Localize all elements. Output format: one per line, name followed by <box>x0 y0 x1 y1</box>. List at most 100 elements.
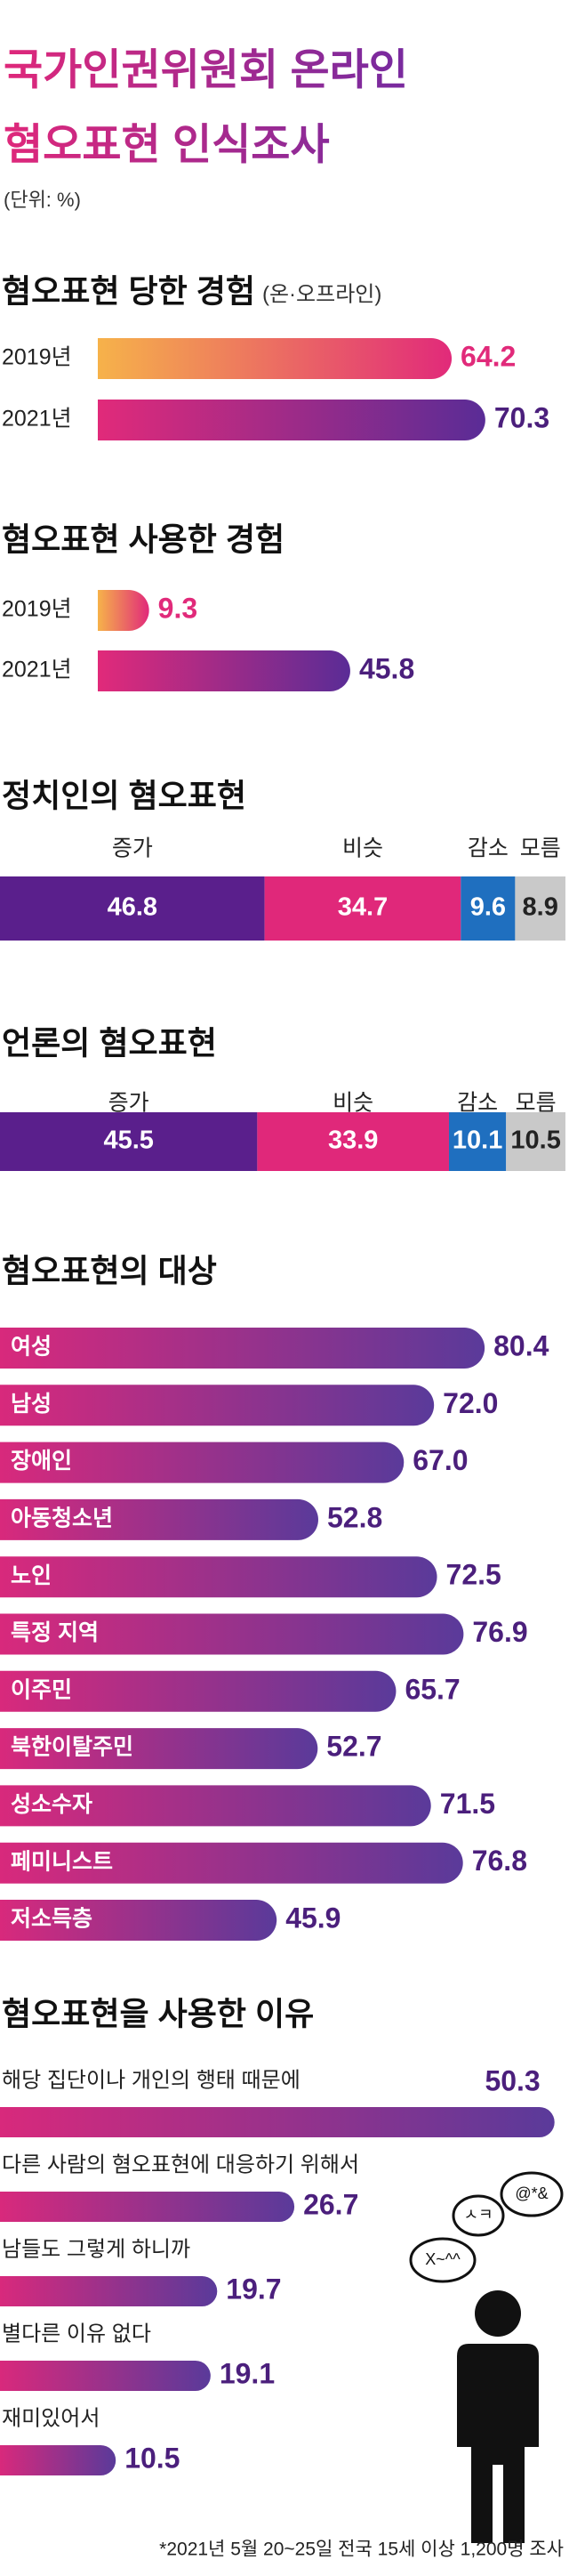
value-label: 9.3 <box>158 592 197 624</box>
value-label: 45.9 <box>285 1902 341 1934</box>
category-label: 다른 사람의 혐오표현에 대응하기 위해서 <box>2 2152 359 2176</box>
legend-label: 감소 <box>457 1091 498 1116</box>
chart-title: 언론의 혐오표현 <box>2 1025 217 1062</box>
category-label: 해당 집단이나 개인의 행태 때문에 <box>2 2068 301 2092</box>
category-label: 이주민 <box>11 1677 72 1702</box>
legend-label: 비슷 <box>342 836 383 861</box>
bar <box>0 1328 485 1369</box>
bar <box>0 2361 211 2391</box>
bar <box>0 1441 405 1483</box>
segment-value: 10.5 <box>510 1126 560 1155</box>
bar <box>98 590 149 631</box>
bar <box>0 2107 555 2137</box>
category-label: 여성 <box>11 1335 52 1360</box>
segment-value: 46.8 <box>108 893 157 922</box>
value-label: 45.8 <box>359 652 414 684</box>
value-label: 10.5 <box>124 2442 180 2474</box>
category-label: 노인 <box>11 1563 52 1588</box>
bar-segment <box>257 1112 449 1171</box>
category-label: 저소득층 <box>11 1907 92 1932</box>
category-label: 남들도 그렇게 하니까 <box>2 2237 190 2261</box>
value-label: 52.8 <box>327 1501 382 1533</box>
value-label: 19.7 <box>226 2273 281 2305</box>
legend-label: 감소 <box>468 836 509 861</box>
chart-title: 혐오표현 당한 경험 <box>2 273 255 310</box>
category-label: 페미니스트 <box>11 1849 113 1874</box>
main-title: 국가인권위원회 온라인 <box>4 47 408 94</box>
category-label: 성소수자 <box>11 1792 92 1817</box>
legend-label: 비슷 <box>333 1091 373 1116</box>
segment-value: 10.1 <box>453 1126 502 1155</box>
bar-segment <box>506 1112 565 1171</box>
segment-value: 34.7 <box>338 893 388 922</box>
category-label: 북한이탈주민 <box>11 1735 133 1760</box>
bar <box>0 1728 318 1770</box>
value-label: 52.7 <box>326 1731 381 1763</box>
value-label: 71.5 <box>440 1788 495 1820</box>
value-label: 80.4 <box>493 1329 549 1361</box>
chart-subtitle: (온·오프라인) <box>262 282 381 306</box>
bar-segment <box>461 876 516 941</box>
bubble-text: X~^^ <box>425 2250 461 2268</box>
bar <box>0 1385 435 1426</box>
value-label: 70.3 <box>494 401 549 433</box>
bubble-text: @*& <box>515 2184 548 2202</box>
bar-segment <box>264 876 461 941</box>
main-title: 혐오표현 인식조사 <box>4 122 330 169</box>
bar <box>98 400 485 441</box>
value-label: 67.0 <box>413 1444 468 1476</box>
bar <box>0 1900 277 1941</box>
value-label: 50.3 <box>485 2064 540 2096</box>
category-label: 2021년 <box>2 407 72 432</box>
bar-segment <box>515 876 565 941</box>
footnote: *2021년 5월 20~25일 전국 15세 이상 1,200명 조사 <box>159 2540 564 2560</box>
bar-segment <box>448 1112 507 1171</box>
category-label: 재미있어서 <box>2 2406 100 2430</box>
bar <box>0 2276 218 2306</box>
legend-label: 증가 <box>108 1091 149 1116</box>
segment-value: 9.6 <box>470 893 506 922</box>
value-label: 19.1 <box>220 2357 275 2389</box>
category-label: 남성 <box>11 1392 52 1417</box>
bar-segment <box>0 876 265 941</box>
bar <box>0 1613 464 1655</box>
bar <box>0 2192 295 2222</box>
person-icon <box>409 2171 564 2543</box>
segment-value: 45.5 <box>103 1126 153 1155</box>
bar <box>0 1842 463 1884</box>
legend-label: 증가 <box>112 836 153 861</box>
category-label: 2021년 <box>2 658 72 682</box>
value-label: 76.8 <box>472 1845 527 1877</box>
bar-segment <box>0 1112 258 1171</box>
legend-label: 모름 <box>516 1091 557 1116</box>
bar <box>0 1785 431 1827</box>
bubble-text: ㅅㅋ <box>463 2206 493 2224</box>
value-label: 26.7 <box>303 2188 358 2220</box>
category-label: 장애인 <box>11 1449 72 1474</box>
category-label: 특정 지역 <box>11 1620 99 1645</box>
value-label: 65.7 <box>405 1673 460 1705</box>
value-label: 72.5 <box>446 1559 501 1591</box>
chart-title: 혐오표현을 사용한 이유 <box>2 1996 314 2032</box>
segment-value: 8.9 <box>523 893 558 922</box>
category-label: 2019년 <box>2 345 72 370</box>
segment-value: 33.9 <box>328 1126 378 1155</box>
value-label: 76.9 <box>472 1616 527 1648</box>
value-label: 64.2 <box>461 340 516 372</box>
chart-title: 혐오표현의 대상 <box>2 1253 217 1289</box>
unit-note: (단위: %) <box>4 189 81 211</box>
bar <box>98 338 453 379</box>
bar <box>0 2445 116 2475</box>
category-label: 아동청소년 <box>11 1506 113 1531</box>
bar <box>0 1498 318 1540</box>
chart-title: 혐오표현 사용한 경험 <box>2 521 284 558</box>
chart-title: 정치인의 혐오표현 <box>2 778 246 814</box>
category-label: 별다른 이유 없다 <box>2 2322 151 2346</box>
bar <box>98 650 350 691</box>
category-label: 2019년 <box>2 597 72 622</box>
bar <box>0 1670 397 1712</box>
value-label: 72.0 <box>443 1387 498 1419</box>
bar <box>0 1556 437 1598</box>
